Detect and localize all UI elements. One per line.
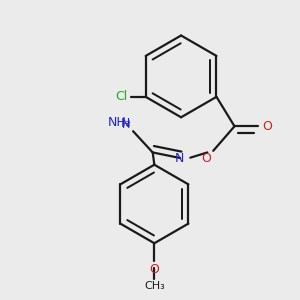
Text: CH₃: CH₃ xyxy=(144,280,165,290)
Text: H: H xyxy=(122,120,130,130)
Text: O: O xyxy=(262,120,272,133)
Text: O: O xyxy=(149,263,159,276)
Text: NH₂: NH₂ xyxy=(108,116,131,129)
Text: Cl: Cl xyxy=(116,90,128,103)
Text: O: O xyxy=(202,152,212,166)
Text: N: N xyxy=(121,102,130,130)
Text: N: N xyxy=(174,152,184,166)
